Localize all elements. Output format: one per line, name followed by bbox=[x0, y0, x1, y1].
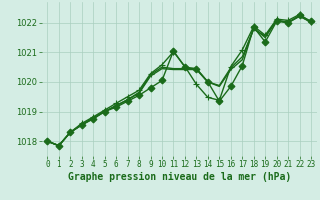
X-axis label: Graphe pression niveau de la mer (hPa): Graphe pression niveau de la mer (hPa) bbox=[68, 172, 291, 182]
